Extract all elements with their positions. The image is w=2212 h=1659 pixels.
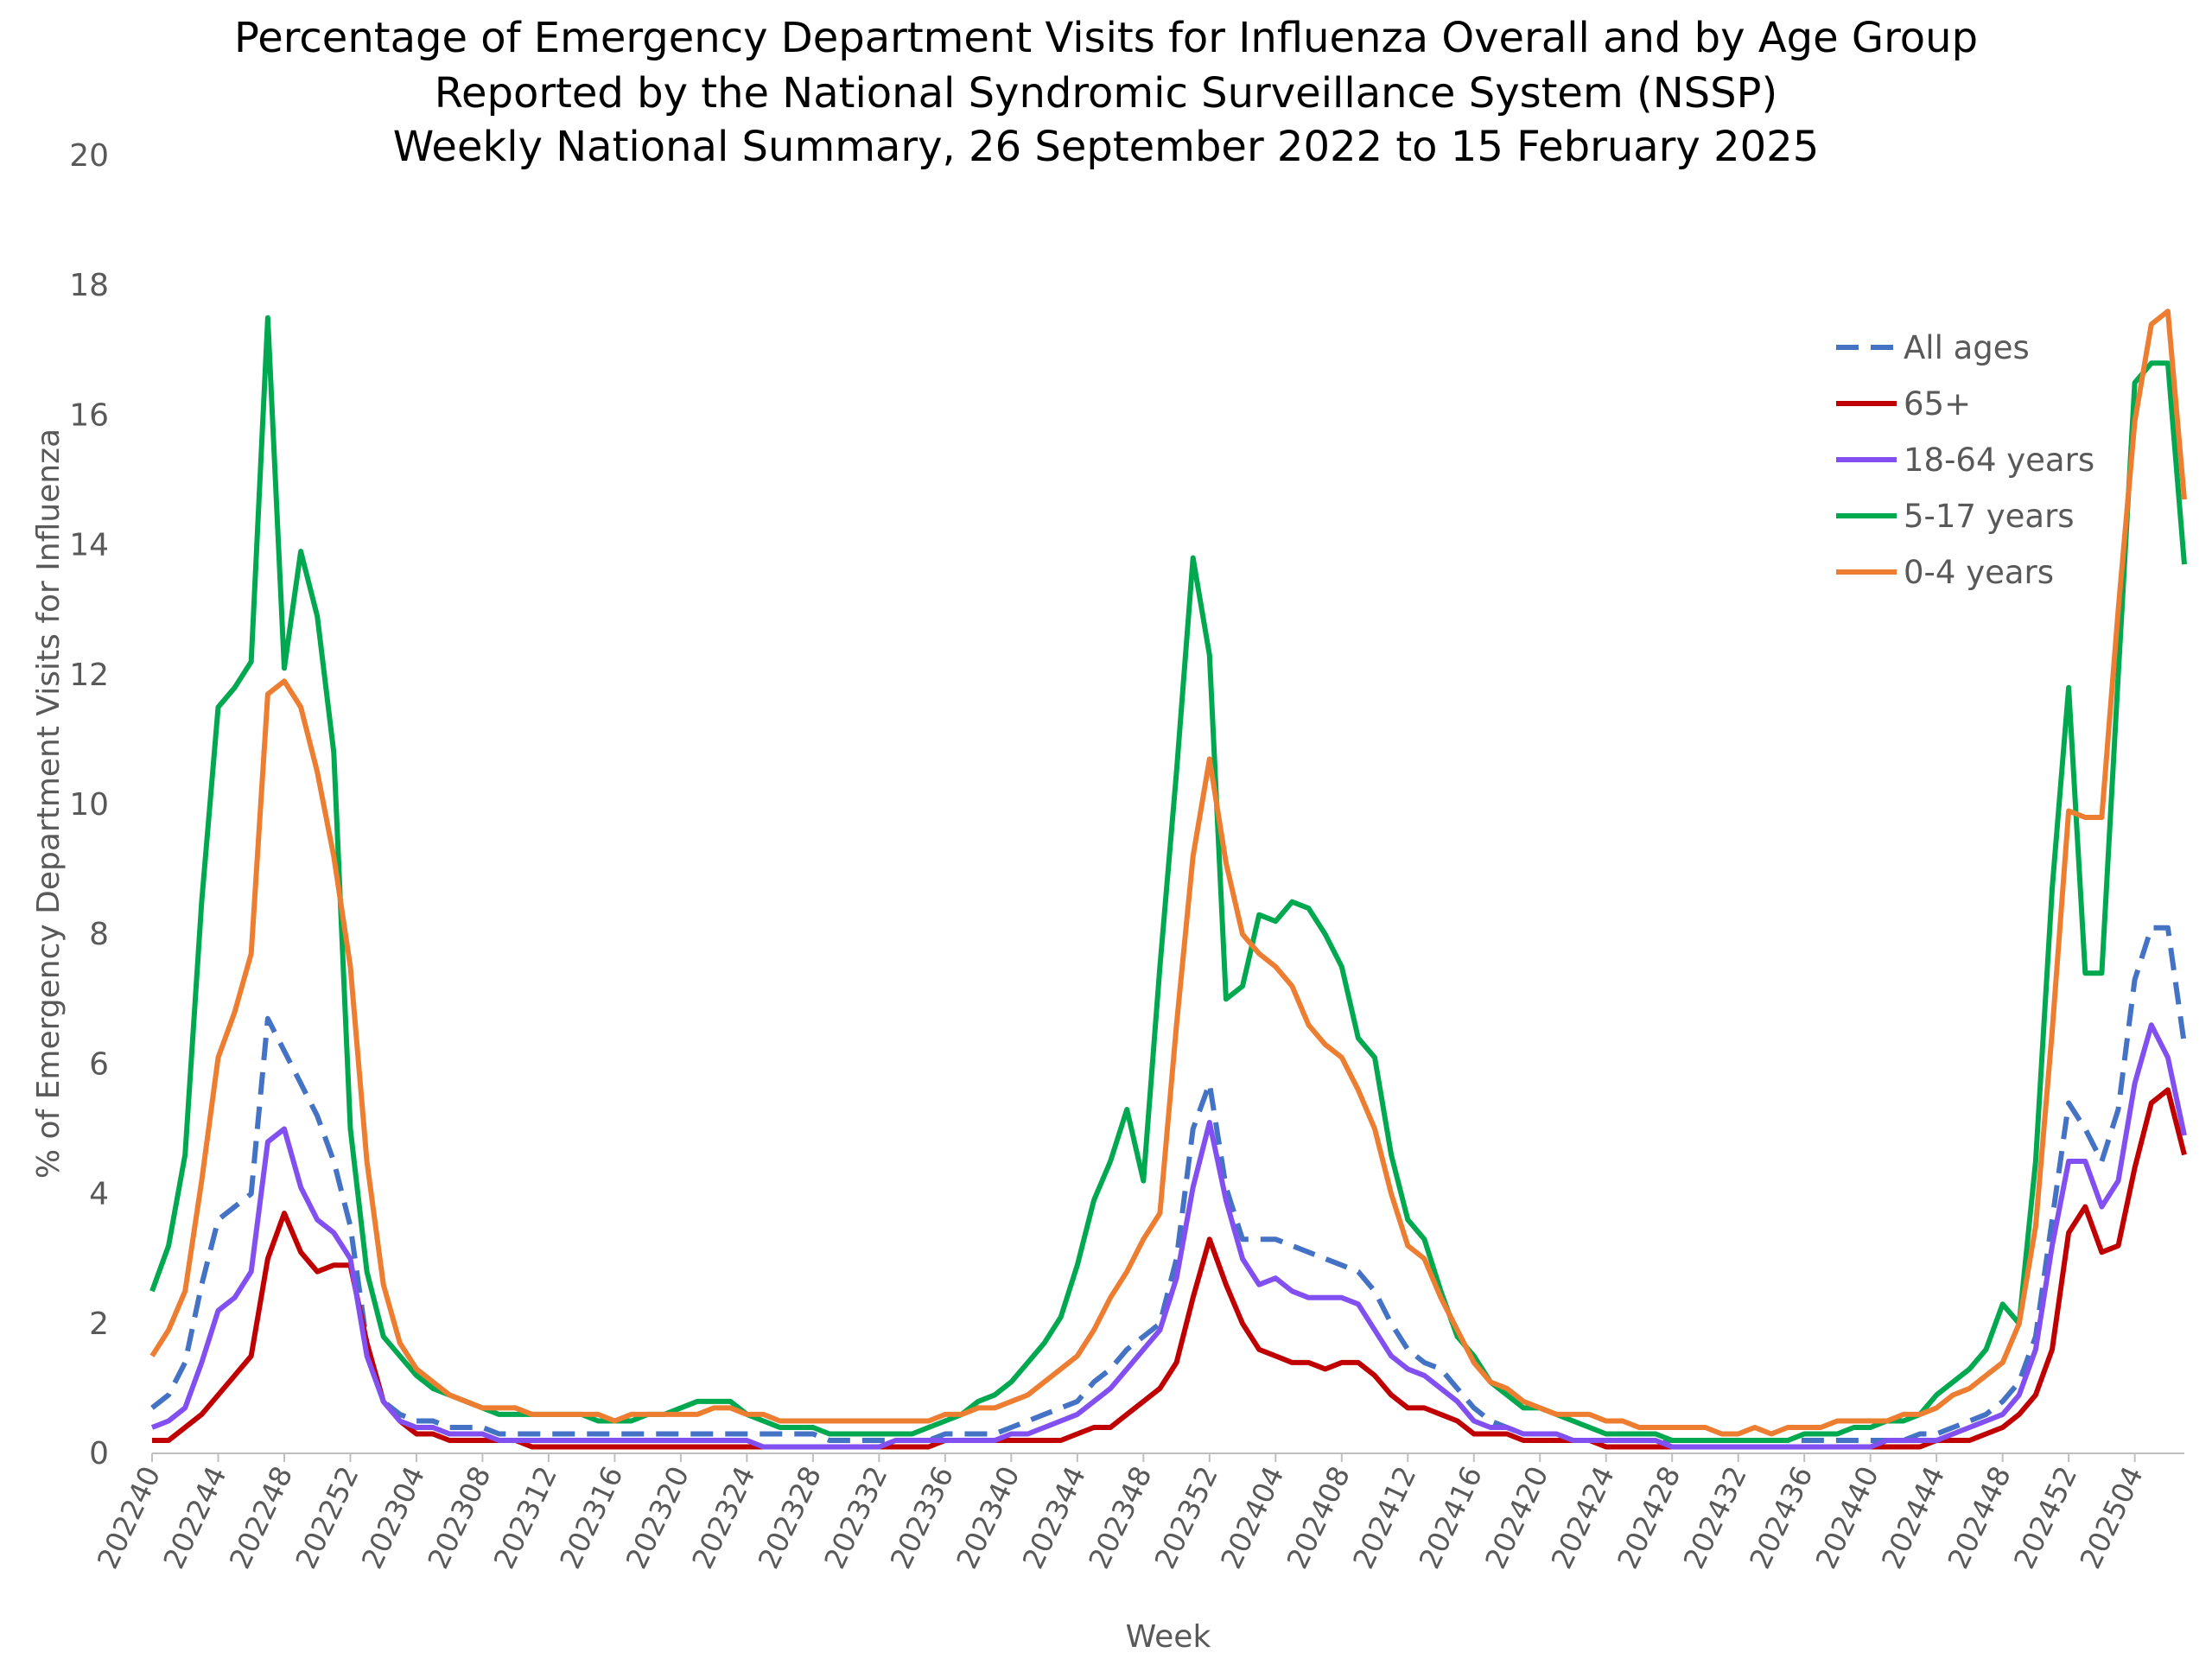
x-tick-label: 202408: [1280, 1461, 1357, 1574]
y-tick-label: 10: [69, 787, 109, 823]
legend-label: 0-4 years: [1904, 554, 2054, 591]
x-tick-label: 202344: [1015, 1461, 1092, 1574]
y-tick-label: 2: [89, 1306, 109, 1342]
y-axis-title: % of Emergency Department Visits for Inf…: [31, 429, 67, 1179]
x-tick-label: 202332: [817, 1461, 894, 1574]
series-line: [150, 1022, 2187, 1450]
legend-label: 5-17 years: [1904, 498, 2075, 535]
x-tick-label: 202328: [752, 1461, 829, 1574]
x-tick-label: 202240: [91, 1461, 168, 1574]
series-line: [149, 315, 2187, 1443]
x-tick-label: 202428: [1611, 1461, 1688, 1574]
x-tick-label: 202452: [2007, 1461, 2084, 1574]
x-tick-label: 202348: [1082, 1461, 1159, 1574]
x-tick-label: 202308: [421, 1461, 498, 1574]
chart-title: Weekly National Summary, 26 September 20…: [393, 123, 1819, 171]
y-tick-label: 0: [89, 1436, 109, 1471]
y-tick-label: 12: [69, 658, 109, 693]
x-tick-label: 202416: [1412, 1461, 1489, 1574]
series-line: [150, 925, 2187, 1443]
x-tick-label: 202436: [1743, 1461, 1820, 1574]
x-tick-label: 202412: [1346, 1461, 1423, 1574]
x-tick-label: 202248: [223, 1461, 300, 1574]
x-tick-label: 202320: [620, 1461, 696, 1574]
x-tick-label: 202252: [289, 1461, 365, 1574]
x-tick-label: 202424: [1544, 1461, 1621, 1574]
y-tick-label: 18: [69, 268, 109, 303]
x-tick-label: 202448: [1941, 1461, 2018, 1574]
y-tick-label: 16: [69, 397, 109, 433]
y-tick-label: 6: [89, 1046, 109, 1082]
x-tick-label: 202352: [1147, 1461, 1224, 1574]
x-tick-label: 202340: [950, 1461, 1027, 1574]
legend-label: 65+: [1904, 385, 1971, 423]
y-tick-label: 4: [89, 1177, 109, 1212]
chart-title: Reported by the National Syndromic Surve…: [435, 69, 1777, 118]
x-axis-title: Week: [1126, 1619, 1211, 1655]
y-tick-label: 14: [69, 528, 109, 563]
series-line: [149, 308, 2187, 1437]
y-tick-label: 8: [89, 917, 109, 952]
x-tick-label: 202304: [355, 1461, 432, 1574]
x-tick-label: 202504: [2073, 1461, 2150, 1574]
x-tick-label: 202432: [1676, 1461, 1753, 1574]
x-tick-label: 202440: [1808, 1461, 1885, 1574]
legend-label: All ages: [1904, 329, 2030, 366]
x-tick-label: 202244: [156, 1461, 233, 1574]
legend-label: 18-64 years: [1904, 442, 2094, 479]
x-tick-label: 202444: [1875, 1461, 1952, 1574]
x-tick-label: 202316: [553, 1461, 630, 1574]
x-tick-label: 202420: [1478, 1461, 1555, 1574]
x-tick-label: 202324: [685, 1461, 762, 1574]
x-tick-label: 202336: [884, 1461, 961, 1574]
chart-title: Percentage of Emergency Department Visit…: [234, 14, 1978, 62]
x-tick-label: 202404: [1214, 1461, 1291, 1574]
y-tick-label: 20: [69, 138, 109, 174]
x-tick-label: 202312: [487, 1461, 564, 1574]
